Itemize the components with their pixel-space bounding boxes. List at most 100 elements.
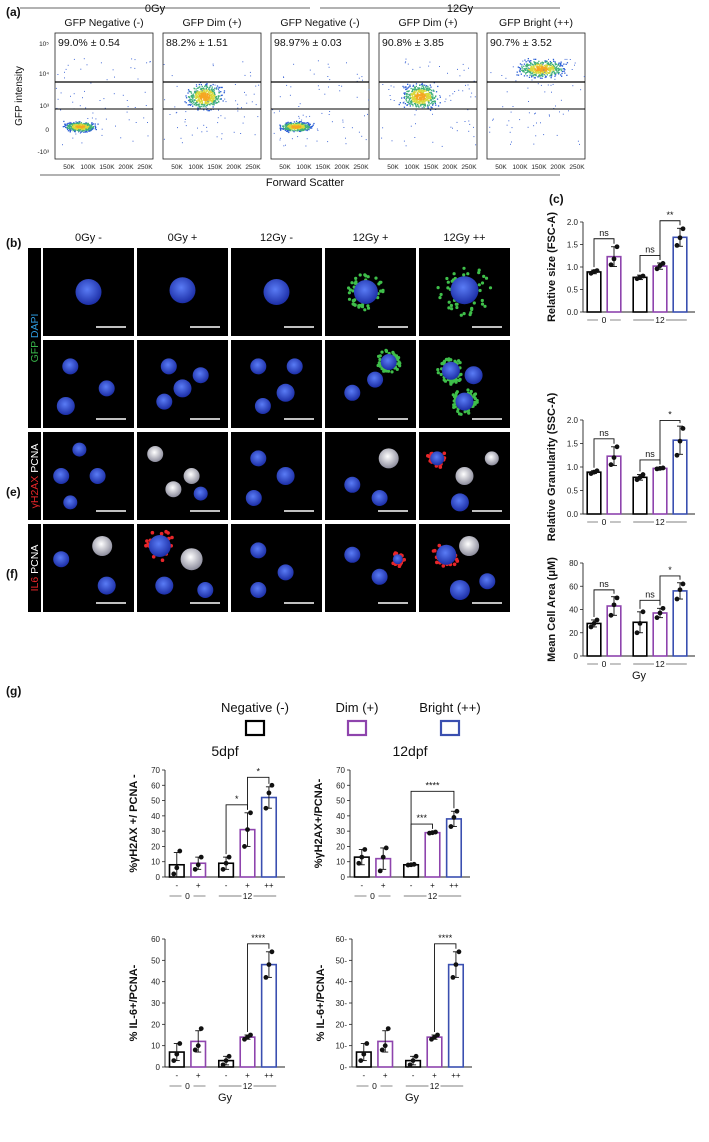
micro-gfp-signal xyxy=(376,363,380,368)
chart-data-point xyxy=(192,1047,198,1053)
micro-row-label-part: DAPI xyxy=(29,314,41,341)
micro-image-tile xyxy=(137,340,228,428)
flow-xtick: 50K xyxy=(63,164,75,171)
bar-chart-c3: 0 20 40 60 80 Mean Cell Area (μM) 0 12 Gy ns ns * xyxy=(546,557,695,682)
chart-data-point xyxy=(637,474,643,480)
flow-gate-stat: 98.97% ± 0.03 xyxy=(274,37,342,49)
flow-xtick: 150K xyxy=(207,164,223,171)
chart-data-point xyxy=(677,438,683,444)
chart-y-tick-label: 0 xyxy=(341,873,346,882)
chart-y-tick-label: 30 xyxy=(336,827,345,836)
micro-nucleus xyxy=(183,468,200,484)
flow-plot-4: GFP Dim (+) 90.8% ± 3.85 50K 100K 150K 200K 25… xyxy=(378,17,478,171)
micro-gfp-signal xyxy=(363,308,367,312)
chart-x-tick-label: - xyxy=(360,881,363,890)
micro-nucleus xyxy=(173,379,192,398)
chart-data-point xyxy=(435,1032,440,1038)
micro-gfp-signal xyxy=(353,303,357,307)
chart-title: 5dpf xyxy=(211,743,238,759)
chart-data-point xyxy=(680,226,686,232)
chart-significance-bracket xyxy=(593,238,615,268)
micro-row-label-strip xyxy=(28,248,41,428)
micro-red-signal xyxy=(151,555,156,559)
chart-bar xyxy=(652,265,668,313)
chart-x-tick-label: + xyxy=(196,881,201,890)
chart-y-tick-label: 20- xyxy=(335,1020,347,1029)
micro-nucleus xyxy=(250,582,267,598)
chart-y-tick-label: 60 xyxy=(336,781,345,790)
micro-gfp-signal xyxy=(482,274,486,278)
chart-significance-label: **** xyxy=(251,933,266,943)
chart-y-tick-label: 1.5 xyxy=(567,241,579,250)
flow-density-cloud xyxy=(381,58,477,147)
chart-data-point xyxy=(637,621,643,626)
micro-image-tile xyxy=(325,340,416,428)
chart-data-point xyxy=(362,847,368,852)
chart-group-label: 0 xyxy=(372,1081,377,1091)
chart-x-tick-label: ++ xyxy=(451,1071,461,1080)
bar-chart-c2: 0.0 0.5 1.0 1.5 2.0 Relative Granularity (SSC… xyxy=(546,392,695,541)
micro-gfp-signal xyxy=(377,361,381,365)
chart-data-point xyxy=(411,861,417,867)
micro-column-header: 0Gy + xyxy=(168,232,198,244)
chart-significance-bracket xyxy=(659,420,681,465)
chart-data-point xyxy=(677,235,683,241)
micro-gfp-signal xyxy=(378,357,382,362)
micro-gfp-signal xyxy=(361,303,365,307)
micro-nucleus xyxy=(441,361,460,380)
micro-nucleus xyxy=(56,397,75,415)
chart-y-tick-label: 30 xyxy=(151,999,160,1008)
micro-nucleus xyxy=(371,490,388,506)
chart-data-point xyxy=(195,862,201,868)
micro-row-label-part: IL6 xyxy=(29,577,41,592)
flow-xlabel: Forward Scatter xyxy=(266,177,345,189)
micro-gfp-signal xyxy=(441,361,445,365)
micro-nucleus xyxy=(72,442,87,457)
micro-gfp-signal xyxy=(391,351,395,355)
micro-nucleus xyxy=(75,279,102,305)
flow-density-cloud xyxy=(272,60,370,147)
flow-xtick: 150K xyxy=(423,164,439,171)
micro-red-signal xyxy=(144,543,148,548)
chart-y-axis-label: %γH2AX +/ PCNA - xyxy=(128,774,140,873)
micro-gfp-signal xyxy=(436,286,440,290)
micro-nucleus xyxy=(89,468,106,484)
chart-significance-bracket xyxy=(593,438,615,468)
chart-data-point xyxy=(594,617,600,623)
micro-nucleus xyxy=(263,279,290,305)
micro-red-signal xyxy=(452,562,457,567)
flow-xtick: 100K xyxy=(512,164,528,171)
micro-image-background xyxy=(231,340,322,428)
chart-y-axis-label: % IL-6+/PCNA- xyxy=(128,964,140,1041)
chart-data-point xyxy=(269,782,275,788)
micro-gfp-signal xyxy=(366,275,370,279)
chart-significance-label: **** xyxy=(425,780,440,790)
micro-gfp-signal xyxy=(436,368,440,372)
micro-red-signal xyxy=(170,535,174,540)
micro-nucleus xyxy=(286,358,303,375)
micro-column-header: 12Gy - xyxy=(260,232,293,244)
chart-significance-bracket xyxy=(247,776,270,810)
micro-gfp-signal xyxy=(364,274,368,278)
flow-xtick: 100K xyxy=(188,164,204,171)
chart-x-tick-label: + xyxy=(196,1071,201,1080)
chart-group-label: 12 xyxy=(655,517,665,527)
chart-data-point xyxy=(614,444,620,450)
chart-data-point xyxy=(266,790,272,796)
micro-image-background xyxy=(231,524,322,612)
flow-density-cloud xyxy=(163,61,260,144)
micro-nucleus xyxy=(344,546,361,563)
chart-group-label: 0 xyxy=(602,315,607,325)
micro-nucleus xyxy=(169,277,196,304)
micro-gfp-signal xyxy=(469,311,473,315)
micro-column-header: 0Gy - xyxy=(75,232,102,244)
chart-group-label: 0 xyxy=(602,659,607,669)
chart-y-axis-label: Relative Granularity (SSC-A) xyxy=(546,392,558,541)
flow-ytick: 0 xyxy=(45,127,49,134)
flow-xtick: 100K xyxy=(404,164,420,171)
panel-b-microscopy: 0Gy - 0Gy + 12Gy - 12Gy + 12Gy ++ GFP DAPI γH2… xyxy=(28,232,510,612)
chart-data-point xyxy=(454,808,460,814)
micro-nucleus xyxy=(450,493,469,512)
chart-significance-label: * xyxy=(668,565,672,575)
micro-nucleus xyxy=(62,358,79,375)
